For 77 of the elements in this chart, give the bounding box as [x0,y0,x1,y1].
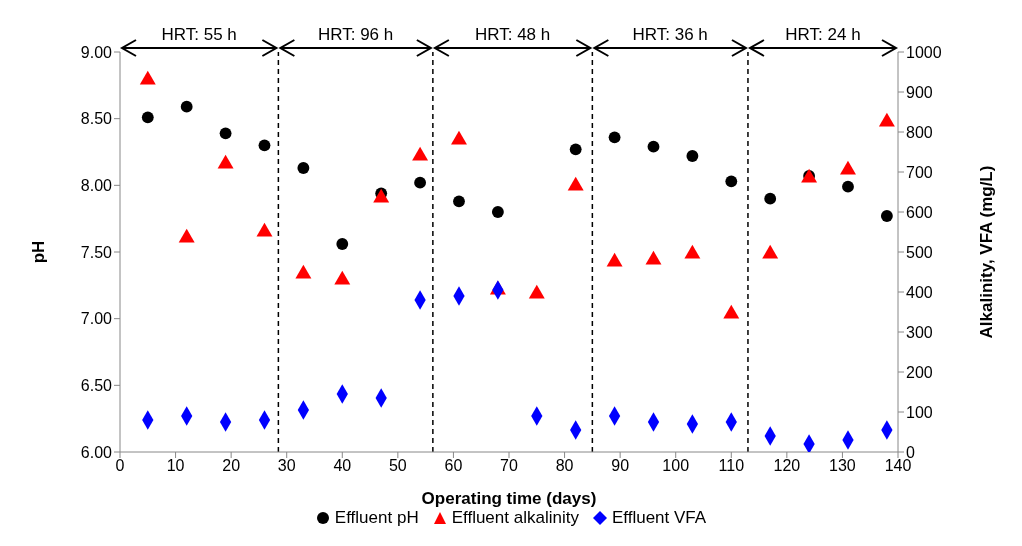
y2-tick-label: 300 [906,323,933,341]
point [878,112,895,127]
y-tick-label: 6.50 [80,377,113,395]
text: HRT: 36 h [632,25,708,44]
point [453,195,465,208]
point [686,150,699,162]
point [645,250,662,265]
y2-axis-title: Alkalinity, VFA (mg/L) [977,165,997,339]
point [219,127,232,140]
point [842,180,854,193]
y2-tick-label: 1000 [906,43,942,61]
text: HRT: 55 h [161,25,237,44]
point [528,284,545,299]
y2-tick-label: 900 [906,83,933,101]
y-tick-label: 7.50 [80,243,113,261]
y2-tick-label: 800 [906,123,933,141]
x-tick-label: 80 [555,457,574,475]
y-tick-label: 7.00 [80,310,113,328]
point [840,160,856,175]
text: HRT: 24 h [785,25,861,44]
text: HRT: 48 h [474,25,551,44]
legend-label: Effluent pH [334,508,419,528]
point [764,192,777,205]
x-tick-label: 70 [500,457,518,475]
point [178,228,195,243]
y-tick-label: 6.00 [80,443,113,461]
point [762,244,779,259]
y2-tick-label: 700 [906,163,933,181]
x-tick-label: 10 [166,457,185,475]
point [567,176,584,191]
x-tick-label: 50 [388,457,407,475]
y-tick-label: 8.50 [80,110,113,128]
x-tick-label: 40 [333,457,352,475]
y-tick-label: 9.00 [80,43,113,61]
point [256,222,273,237]
point [451,130,467,145]
point [295,264,312,279]
point [334,270,351,285]
x-axis-title: Operating time (days) [421,489,597,508]
x-tick-label: 120 [773,457,801,475]
legend-label: Effluent VFA [611,508,707,528]
legend-label: Effluent alkalinity [451,508,579,528]
y2-tick-label: 400 [906,283,933,301]
y2-tick-label: 500 [906,243,933,261]
point [258,139,271,152]
point [608,131,621,144]
y2-tick-label: 600 [906,203,933,221]
x-tick-label: 0 [115,457,125,475]
y-axis-title: pH [29,240,49,264]
point [723,304,740,319]
point [725,175,738,188]
point [412,146,429,161]
point [414,176,426,189]
x-tick-label: 130 [829,457,856,475]
x-tick-label: 20 [222,457,241,475]
y-tick-label: 8.00 [80,177,113,195]
point [880,210,893,222]
point [217,154,234,169]
x-tick-label: 100 [662,457,690,475]
x-tick-label: 140 [884,457,912,475]
text: HRT: 96 h [317,25,394,44]
x-tick-label: 60 [444,457,463,475]
x-tick-label: 30 [277,457,296,475]
x-tick-label: 110 [718,457,745,475]
x-tick-label: 90 [611,457,630,475]
y2-tick-label: 100 [906,403,933,421]
point [139,70,156,85]
point [491,206,504,218]
point [606,252,623,267]
point [569,143,582,156]
point [297,162,310,174]
point [647,140,660,153]
y2-tick-label: 200 [906,363,933,381]
point [336,238,349,250]
point [141,111,154,124]
point [180,100,193,113]
point [684,244,701,259]
